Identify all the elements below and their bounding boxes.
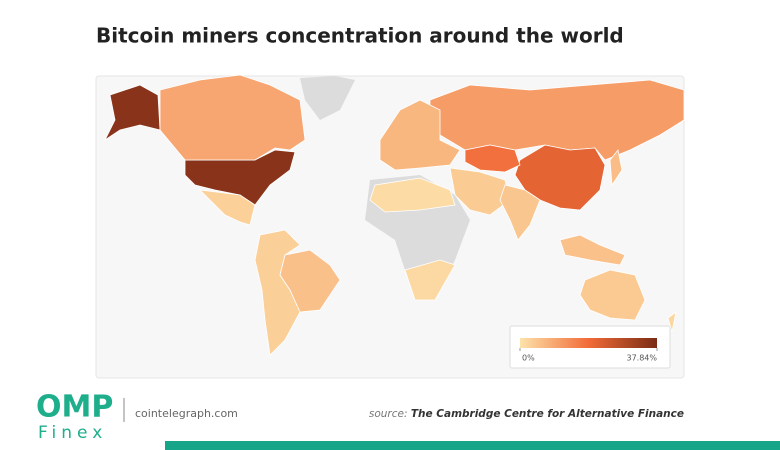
source: source: The Cambridge Centre for Alterna…	[369, 408, 684, 420]
footer-bar	[165, 441, 780, 450]
legend-label: 37.84%	[626, 354, 657, 363]
region	[514, 144, 606, 211]
region	[499, 184, 541, 241]
region	[609, 149, 623, 187]
region	[464, 144, 521, 173]
legend-label: 0%	[522, 354, 535, 363]
chart-title: Bitcoin miners concentration around the …	[96, 24, 624, 48]
region	[579, 269, 646, 321]
region	[103, 84, 161, 142]
map	[103, 74, 685, 356]
logo-top: OMP	[36, 390, 113, 425]
region	[198, 189, 256, 226]
no-data-land	[300, 76, 355, 120]
site: cointelegraph.com	[135, 407, 238, 420]
region	[184, 149, 296, 206]
region	[667, 311, 677, 333]
region	[379, 99, 461, 171]
legend-bar	[520, 338, 657, 348]
source-name: The Cambridge Centre for Alternative Fin…	[411, 408, 684, 420]
logo-bottom: Finex	[38, 423, 107, 443]
region	[404, 259, 456, 301]
region	[279, 249, 341, 313]
region	[369, 177, 456, 213]
region	[449, 167, 511, 216]
source-label: source:	[369, 408, 408, 420]
region	[159, 74, 306, 161]
region	[559, 234, 626, 266]
